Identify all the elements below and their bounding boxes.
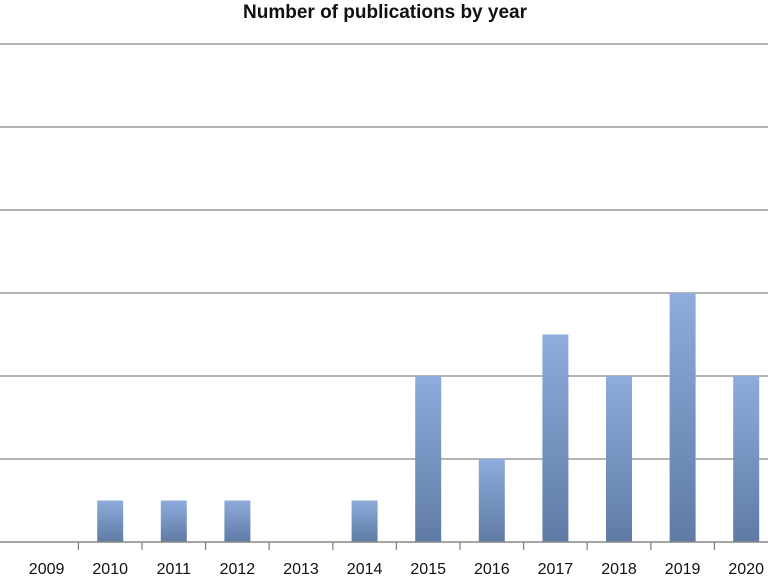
bar-2019: [669, 293, 696, 542]
x-tick-label-2009: 2009: [29, 561, 65, 576]
bar-2012: [224, 500, 251, 542]
x-tick-label-2014: 2014: [347, 561, 383, 576]
bar-2018: [606, 376, 632, 542]
chart-title: Number of publications by year: [243, 2, 527, 23]
x-tick-label-2011: 2011: [157, 561, 192, 576]
x-tick-label-2017: 2017: [538, 561, 574, 576]
x-tick-label-2016: 2016: [474, 561, 510, 576]
x-tick-label-2020: 2020: [728, 561, 764, 576]
bar-2011: [160, 500, 187, 542]
x-tick-label-2012: 2012: [220, 561, 256, 576]
bar-2016: [478, 459, 505, 542]
bar-2020: [733, 376, 760, 542]
bar-2017: [542, 334, 569, 542]
bar-2014: [351, 500, 378, 542]
x-tick-label-2018: 2018: [601, 561, 637, 576]
x-axis: [0, 541, 768, 550]
gridlines: [0, 43, 768, 460]
x-tick-label-2013: 2013: [283, 561, 319, 576]
x-tick-labels: 2009 2010 2011 2012 2013 2014 2015 2016 2017 2018…: [29, 561, 764, 576]
x-tick-label-2010: 2010: [92, 561, 128, 576]
x-tick-label-2019: 2019: [665, 561, 701, 576]
x-tick-label-2015: 2015: [410, 561, 446, 576]
bars: [97, 293, 760, 542]
bar-2010: [97, 500, 124, 542]
bar-2015: [415, 376, 442, 542]
